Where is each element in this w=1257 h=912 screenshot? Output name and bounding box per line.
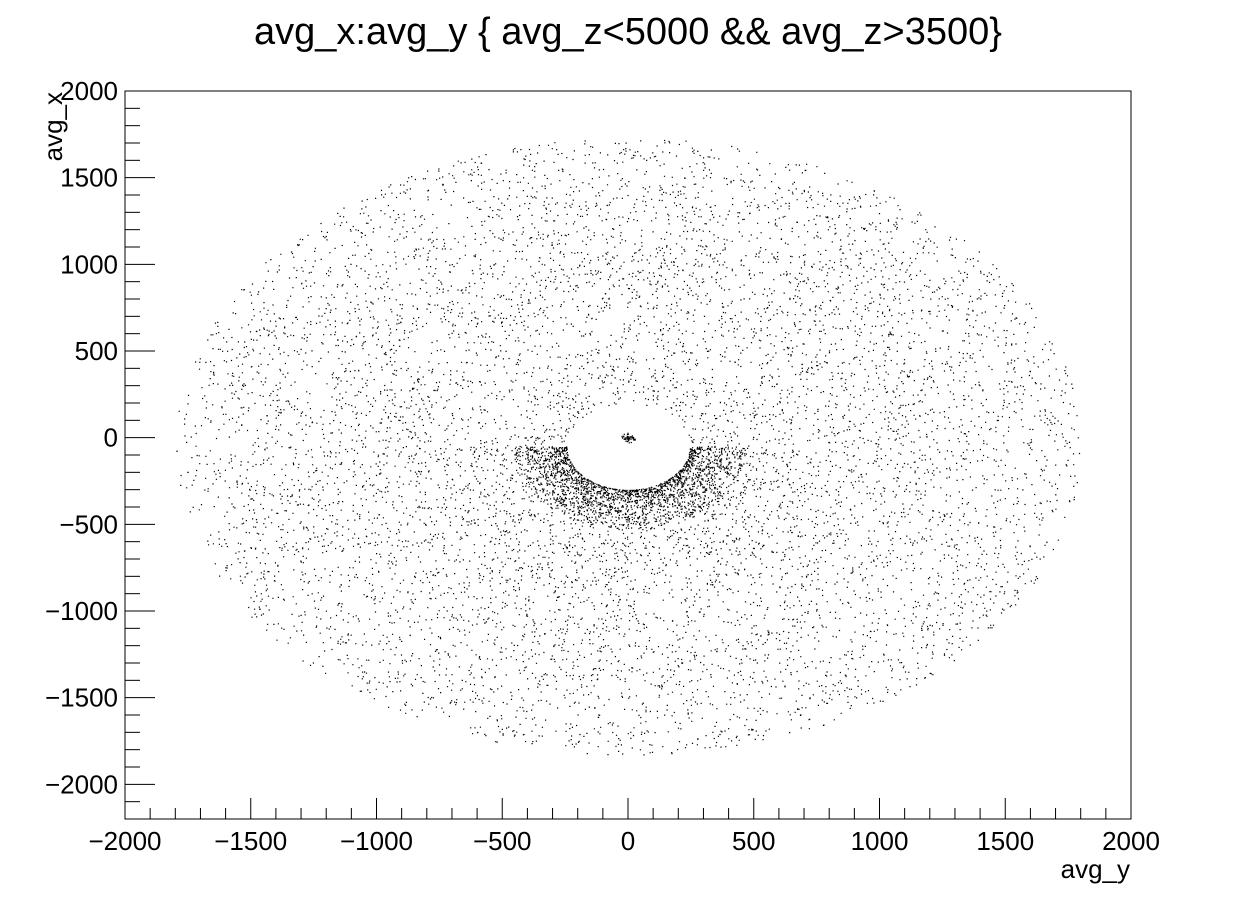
x-tick-label: 1500 [976,826,1034,856]
plot-frame [124,90,1132,820]
x-tick-label: 1000 [851,826,909,856]
y-tick-label: 2000 [60,76,118,106]
y-tick-label: 1000 [60,249,118,279]
x-tick-label: −1500 [214,826,287,856]
x-tick-label: 500 [732,826,775,856]
x-axis-title: avg_y [1061,854,1130,884]
x-tick-label: 2000 [1102,826,1160,856]
y-tick-label: 500 [75,336,118,366]
y-tick-label: 0 [104,423,118,453]
y-tick-label: −2000 [45,769,118,799]
chart-title: avg_x:avg_y { avg_z<5000 && avg_z>3500} [254,11,1002,53]
x-tick-label: −500 [473,826,532,856]
x-tick-label: −2000 [88,826,161,856]
y-axis-ticks [125,90,155,820]
x-axis-ticks [124,798,1132,819]
y-tick-label: 1500 [60,163,118,193]
y-axis-tick-labels: −2000 −1500 −1000 −500 0 500 1000 1500 2000 [45,76,118,799]
y-tick-label: −500 [59,509,118,539]
data-points [176,139,1081,756]
x-axis-tick-labels: −2000 −1500 −1000 −500 0 500 1000 1500 2000 [88,826,1159,856]
y-axis-title: avg_x [38,92,68,161]
scatter-markers [176,139,1081,756]
x-tick-label: 0 [621,826,635,856]
x-tick-label: −1000 [340,826,413,856]
y-tick-label: −1000 [45,596,118,626]
y-tick-label: −1500 [45,683,118,713]
